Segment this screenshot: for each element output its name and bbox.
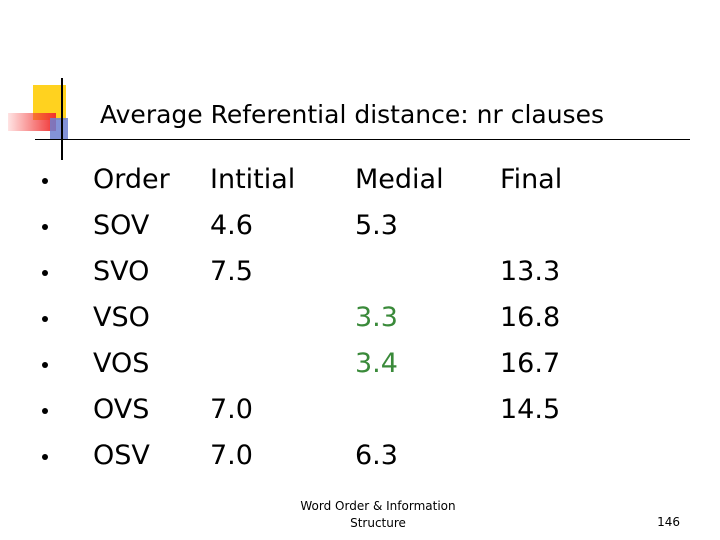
table-cell: 13.3 xyxy=(500,256,561,287)
header-cell: Medial xyxy=(355,164,444,195)
table-cell: 7.0 xyxy=(210,394,253,425)
page-number: 146 xyxy=(657,515,680,529)
header-cell: Final xyxy=(500,164,563,195)
row-label: VSO xyxy=(93,302,150,333)
footer: Word Order & Information Structure xyxy=(300,499,456,530)
table-cell: 3.3 xyxy=(355,302,398,333)
row-label: SOV xyxy=(93,210,150,241)
row-label: SVO xyxy=(93,256,150,287)
table-cell: 7.5 xyxy=(210,256,253,287)
bullet xyxy=(42,178,48,184)
deco-hline xyxy=(35,139,690,140)
table-cell: 3.4 xyxy=(355,348,398,379)
table-cell: 6.3 xyxy=(355,440,398,471)
row-label: VOS xyxy=(93,348,150,379)
bullet xyxy=(42,270,48,276)
row-label: OVS xyxy=(93,394,150,425)
bullet xyxy=(42,362,48,368)
table-cell: 5.3 xyxy=(355,210,398,241)
bullet xyxy=(42,454,48,460)
table-cell: 16.8 xyxy=(500,302,561,333)
table-cell: 7.0 xyxy=(210,440,253,471)
table-cell: 16.7 xyxy=(500,348,561,379)
table-cell: 4.6 xyxy=(210,210,253,241)
deco-blue xyxy=(50,118,68,140)
header-cell: Intitial xyxy=(210,164,296,195)
slide-title: Average Referential distance: nr clauses xyxy=(100,100,604,129)
bullet xyxy=(42,316,48,322)
row-label: OSV xyxy=(93,440,150,471)
deco-vline xyxy=(61,78,63,160)
bullet xyxy=(42,224,48,230)
table-cell: 14.5 xyxy=(500,394,561,425)
bullet xyxy=(42,408,48,414)
deco-red xyxy=(8,113,56,131)
header-cell: Order xyxy=(93,164,170,195)
